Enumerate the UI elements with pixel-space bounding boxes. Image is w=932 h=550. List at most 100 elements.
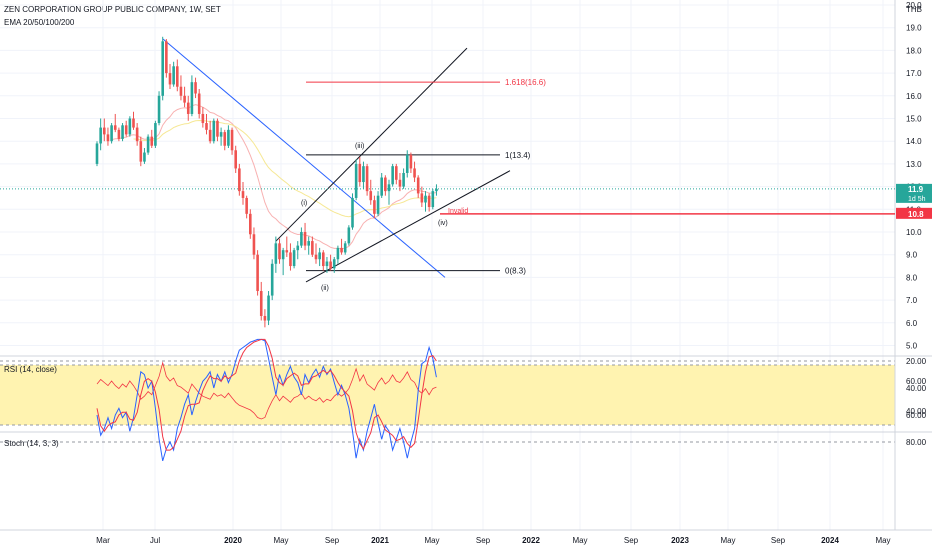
candle — [391, 163, 394, 187]
candle-body — [252, 234, 256, 255]
candle — [296, 241, 300, 260]
time-tick-label: May — [875, 536, 890, 545]
candle-body — [303, 232, 307, 246]
candle-body — [234, 150, 237, 169]
candle — [113, 113, 117, 133]
candle — [121, 123, 124, 142]
candle-body — [318, 252, 321, 260]
candle-body — [274, 243, 278, 264]
candle-body — [259, 291, 263, 316]
time-tick-label: 2020 — [224, 536, 242, 545]
candle — [281, 247, 285, 276]
candle-body — [146, 136, 150, 153]
time-tick-label: May — [572, 536, 587, 545]
candle-body — [179, 86, 183, 96]
candle — [267, 291, 270, 326]
candle-body — [398, 179, 402, 187]
candle — [347, 225, 351, 246]
candle-body — [405, 154, 409, 173]
candle-body — [307, 241, 310, 246]
candle — [245, 195, 248, 219]
candle — [405, 150, 409, 178]
annotation-labels: 1.618(16.6) 1(13.4) 0(8.3) Invalid (i) (ii) (i… — [301, 78, 546, 292]
price-tick-label: 17.0 — [906, 69, 922, 78]
candles — [95, 36, 438, 328]
candle-body — [219, 132, 223, 137]
candle — [238, 163, 241, 196]
candle-body — [416, 177, 420, 194]
rsi-panel-title: RSI (14, close) — [4, 365, 57, 374]
candle — [351, 193, 354, 230]
time-tick-label: Jul — [150, 536, 160, 545]
candle — [336, 245, 340, 264]
candle-body — [314, 254, 318, 260]
candle — [380, 172, 383, 198]
candle-body — [150, 136, 154, 146]
candle — [300, 227, 303, 248]
channel-upper-line — [275, 47, 468, 242]
candle — [358, 157, 362, 187]
candle-body — [365, 166, 369, 192]
time-tick-label: May — [720, 536, 735, 545]
candle — [303, 222, 307, 251]
candle-body — [110, 125, 113, 142]
candle-body — [343, 243, 347, 253]
candle — [365, 163, 369, 196]
candle-body — [201, 113, 205, 124]
candle — [103, 118, 106, 142]
candle-body — [373, 200, 376, 214]
candle — [194, 77, 197, 99]
time-tick-label: May — [424, 536, 439, 545]
price-tick-label: 19.0 — [906, 24, 922, 33]
candle-body — [427, 195, 431, 208]
candle-body — [300, 232, 303, 246]
candle — [431, 188, 435, 210]
candle-body — [135, 127, 139, 142]
candle-body — [329, 261, 332, 269]
stoch-tick-label: 80.00 — [906, 438, 927, 447]
candle — [227, 125, 230, 149]
candle-body — [197, 93, 201, 114]
candle-body — [267, 295, 270, 321]
candle-body — [157, 95, 161, 124]
candle-body — [190, 82, 194, 114]
candle-body — [325, 261, 329, 267]
candle-body — [362, 166, 365, 183]
candle — [395, 163, 398, 185]
wave-iii-label: (iii) — [355, 143, 364, 150]
candle-body — [230, 129, 234, 151]
candle-body — [172, 66, 175, 85]
candle-body — [391, 166, 394, 185]
candle-body — [106, 134, 110, 142]
candle — [354, 159, 358, 201]
pane-backgrounds — [0, 0, 932, 531]
candle-body — [186, 102, 190, 114]
candle-body — [223, 132, 227, 146]
candle — [146, 134, 150, 155]
candle-body — [340, 247, 343, 253]
candle-body — [227, 129, 230, 146]
candle — [325, 256, 329, 273]
candle — [270, 259, 274, 301]
candle — [289, 243, 292, 271]
candle — [340, 238, 343, 255]
candle — [402, 168, 405, 189]
candle — [292, 247, 296, 269]
candle — [201, 107, 205, 128]
candle — [263, 309, 267, 328]
candle — [212, 118, 216, 144]
candle-body — [113, 125, 117, 130]
candle — [186, 95, 190, 121]
candle-body — [241, 191, 245, 198]
candle — [165, 39, 168, 78]
candle-body — [380, 177, 383, 196]
stoch-lines — [96, 338, 437, 462]
candle — [249, 209, 252, 239]
candle-body — [124, 125, 128, 135]
candle — [416, 175, 420, 198]
candle-body — [376, 195, 380, 214]
candle — [384, 175, 387, 196]
wave-ii-label: (ii) — [321, 285, 329, 292]
candle-body — [238, 168, 241, 192]
